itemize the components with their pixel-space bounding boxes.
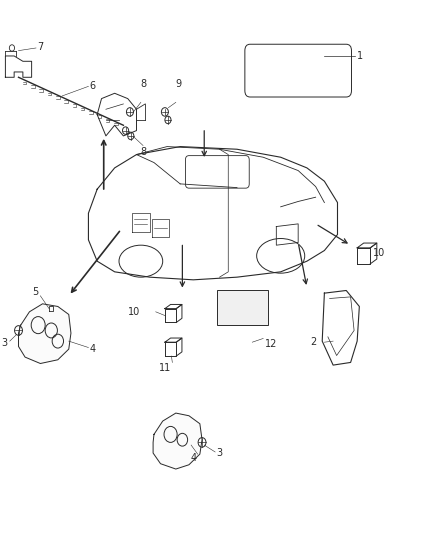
Text: 8: 8 bbox=[140, 79, 146, 89]
Text: 8: 8 bbox=[140, 147, 146, 157]
Circle shape bbox=[165, 116, 171, 124]
Text: 4: 4 bbox=[90, 344, 96, 353]
Circle shape bbox=[161, 108, 168, 116]
Text: 5: 5 bbox=[32, 287, 39, 297]
Circle shape bbox=[128, 132, 134, 140]
Circle shape bbox=[9, 45, 14, 51]
Text: 7: 7 bbox=[37, 42, 43, 52]
Text: 3: 3 bbox=[216, 448, 223, 458]
Circle shape bbox=[14, 326, 22, 335]
Bar bbox=[217, 290, 268, 325]
Text: 1: 1 bbox=[357, 51, 363, 61]
Text: 4: 4 bbox=[190, 454, 196, 463]
Text: 10: 10 bbox=[372, 248, 385, 258]
Text: 9: 9 bbox=[176, 79, 182, 88]
Circle shape bbox=[123, 127, 129, 134]
Circle shape bbox=[198, 438, 206, 447]
Polygon shape bbox=[153, 413, 202, 469]
Text: 11: 11 bbox=[159, 363, 171, 373]
Text: 10: 10 bbox=[128, 307, 140, 317]
Text: 2: 2 bbox=[310, 337, 317, 347]
Circle shape bbox=[127, 108, 134, 116]
Text: 12: 12 bbox=[265, 339, 277, 349]
Text: 6: 6 bbox=[89, 82, 95, 91]
Text: 3: 3 bbox=[1, 338, 7, 348]
Polygon shape bbox=[18, 304, 71, 364]
